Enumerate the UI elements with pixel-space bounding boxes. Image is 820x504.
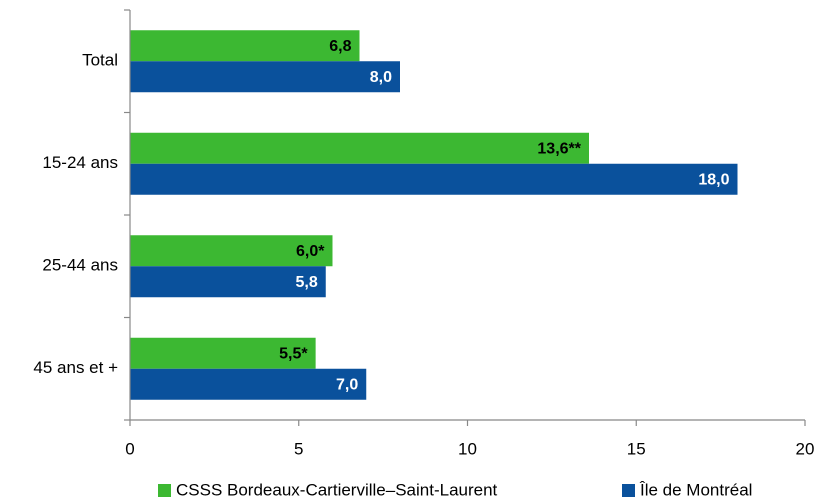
value-label: 5,8 [296, 274, 318, 291]
bar [130, 132, 589, 164]
y-tick-label: 25-44 ans [42, 256, 118, 275]
bar [130, 368, 367, 400]
x-tick-label: 20 [796, 439, 815, 458]
value-label: 5,5* [279, 345, 308, 362]
bar [130, 61, 400, 93]
value-label: 6,0* [296, 243, 325, 260]
bar [130, 163, 738, 195]
bar [130, 30, 360, 62]
x-tick-label: 15 [627, 439, 646, 458]
bar [130, 235, 333, 267]
bar [130, 266, 326, 298]
value-label: 18,0 [698, 171, 729, 188]
value-label: 13,6** [537, 140, 581, 157]
legend-swatch [622, 484, 635, 497]
legend-label: Île de Montréal [639, 480, 752, 499]
x-tick-label: 0 [125, 439, 134, 458]
bar [130, 337, 316, 369]
x-tick-label: 5 [294, 439, 303, 458]
y-tick-label: 15-24 ans [42, 153, 118, 172]
value-label: 7,0 [336, 376, 358, 393]
value-label: 6,8 [329, 38, 351, 55]
legend-swatch [158, 484, 171, 497]
y-tick-label: 45 ans et + [33, 358, 118, 377]
x-tick-label: 10 [458, 439, 477, 458]
legend-label: CSSS Bordeaux-Cartierville–Saint-Laurent [176, 480, 498, 499]
value-label: 8,0 [370, 69, 392, 86]
y-tick-label: Total [82, 51, 118, 70]
